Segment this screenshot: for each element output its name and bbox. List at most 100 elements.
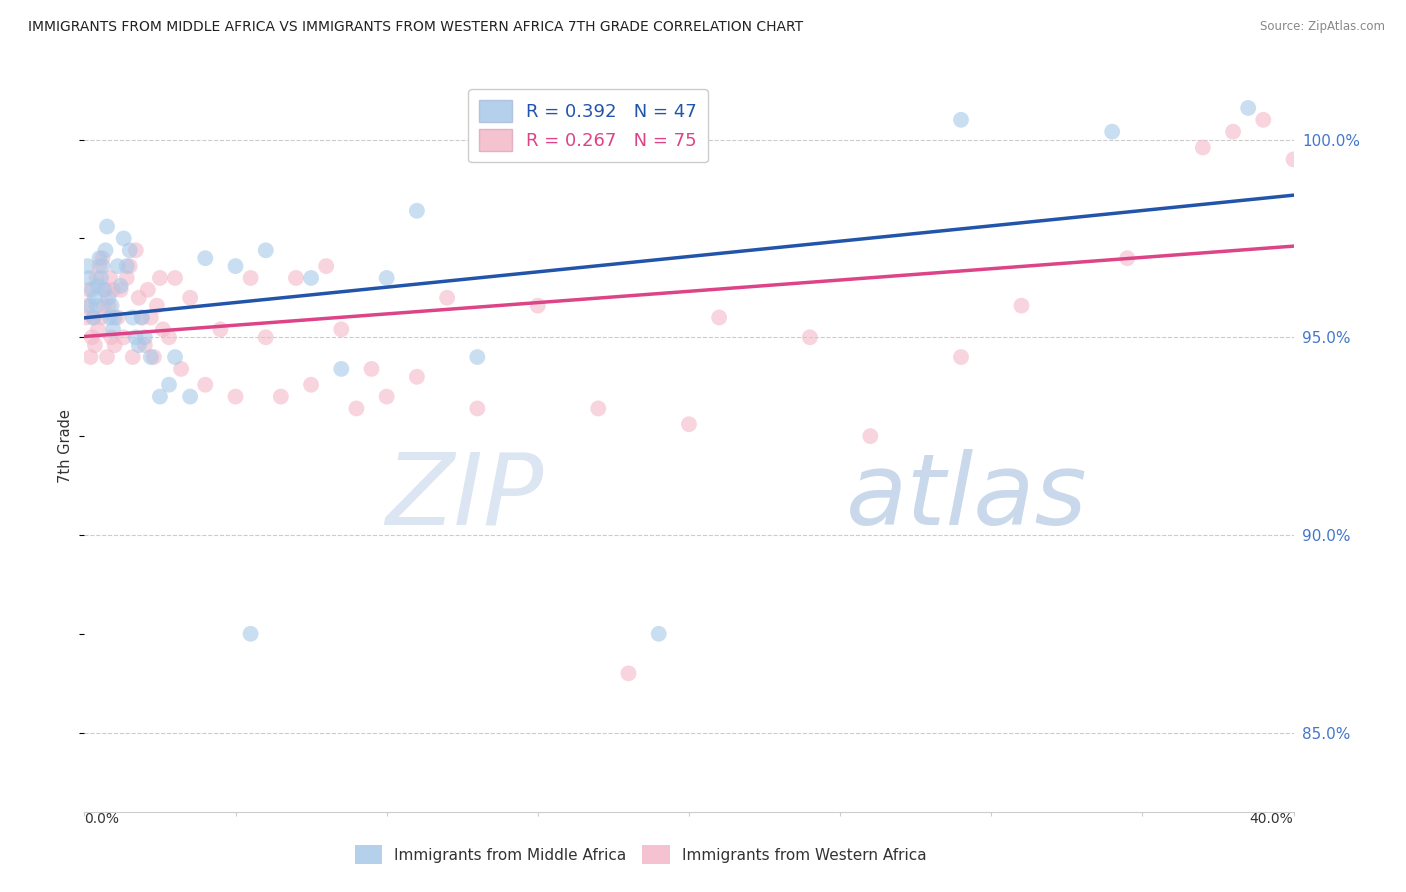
Point <box>118 244 141 258</box>
Point <box>90 271 112 285</box>
Point <box>1101 125 1123 139</box>
Point <box>709 310 731 325</box>
Text: atlas: atlas <box>846 449 1088 546</box>
Point <box>115 271 138 285</box>
Point <box>1192 140 1215 154</box>
Point <box>149 271 172 285</box>
Legend: Immigrants from Middle Africa, Immigrants from Western Africa: Immigrants from Middle Africa, Immigrant… <box>349 839 932 870</box>
Point <box>131 310 153 325</box>
Point <box>80 283 103 297</box>
Point <box>1116 251 1139 265</box>
Text: 0.0%: 0.0% <box>84 812 120 826</box>
Point <box>91 259 114 273</box>
Point <box>94 244 117 258</box>
Point <box>91 251 114 265</box>
Point <box>436 291 458 305</box>
Point <box>125 244 148 258</box>
Point <box>375 390 398 404</box>
Point <box>97 291 120 305</box>
Point <box>90 310 112 325</box>
Point <box>89 251 111 265</box>
Point <box>678 417 700 432</box>
Point <box>79 350 101 364</box>
Point <box>77 271 100 285</box>
Point <box>285 271 308 285</box>
Point <box>179 390 201 404</box>
Point <box>118 259 141 273</box>
Point <box>617 666 640 681</box>
Point <box>1237 101 1260 115</box>
Text: Source: ZipAtlas.com: Source: ZipAtlas.com <box>1260 20 1385 33</box>
Text: ZIP: ZIP <box>385 449 544 546</box>
Point <box>77 283 100 297</box>
Point <box>96 219 118 234</box>
Point <box>86 299 108 313</box>
Point <box>131 310 153 325</box>
Point <box>859 429 882 443</box>
Point <box>139 350 162 364</box>
Point <box>165 271 187 285</box>
Point <box>270 390 292 404</box>
Point <box>1343 164 1365 178</box>
Point <box>170 362 193 376</box>
Point <box>121 350 143 364</box>
Point <box>100 330 122 344</box>
Point <box>115 259 138 273</box>
Point <box>1253 112 1275 127</box>
Point <box>149 390 172 404</box>
Point <box>75 310 97 325</box>
Point <box>315 259 337 273</box>
Point <box>799 330 821 344</box>
Point <box>157 377 180 392</box>
Text: IMMIGRANTS FROM MIDDLE AFRICA VS IMMIGRANTS FROM WESTERN AFRICA 7TH GRADE CORREL: IMMIGRANTS FROM MIDDLE AFRICA VS IMMIGRA… <box>28 20 803 34</box>
Point <box>104 338 127 352</box>
Point <box>112 231 135 245</box>
Point <box>100 299 122 313</box>
Point <box>93 299 115 313</box>
Point <box>134 330 156 344</box>
Point <box>157 330 180 344</box>
Point <box>107 259 129 273</box>
Point <box>80 330 103 344</box>
Point <box>101 322 124 336</box>
Point <box>125 330 148 344</box>
Point <box>406 369 429 384</box>
Point <box>375 271 398 285</box>
Point <box>93 283 115 297</box>
Point <box>467 401 489 416</box>
Point <box>107 310 129 325</box>
Point <box>152 322 174 336</box>
Point <box>96 350 118 364</box>
Point <box>110 283 132 297</box>
Point <box>1282 153 1305 167</box>
Point <box>98 271 121 285</box>
Point <box>82 310 104 325</box>
Point <box>406 203 429 218</box>
Point <box>86 271 108 285</box>
Point <box>1011 299 1033 313</box>
Point <box>1388 192 1406 206</box>
Point <box>84 291 107 305</box>
Point <box>98 310 121 325</box>
Point <box>527 299 550 313</box>
Point <box>165 350 187 364</box>
Point <box>84 338 107 352</box>
Point <box>142 350 165 364</box>
Point <box>648 627 671 641</box>
Point <box>254 244 277 258</box>
Point <box>128 338 150 352</box>
Point <box>239 627 262 641</box>
Point <box>139 310 162 325</box>
Point <box>89 259 111 273</box>
Point <box>82 310 104 325</box>
Point <box>146 299 169 313</box>
Y-axis label: 7th Grade: 7th Grade <box>58 409 73 483</box>
Point <box>79 299 101 313</box>
Point <box>104 310 127 325</box>
Point <box>225 390 247 404</box>
Point <box>128 291 150 305</box>
Point <box>112 330 135 344</box>
Point <box>330 362 353 376</box>
Point <box>101 283 124 297</box>
Point <box>467 350 489 364</box>
